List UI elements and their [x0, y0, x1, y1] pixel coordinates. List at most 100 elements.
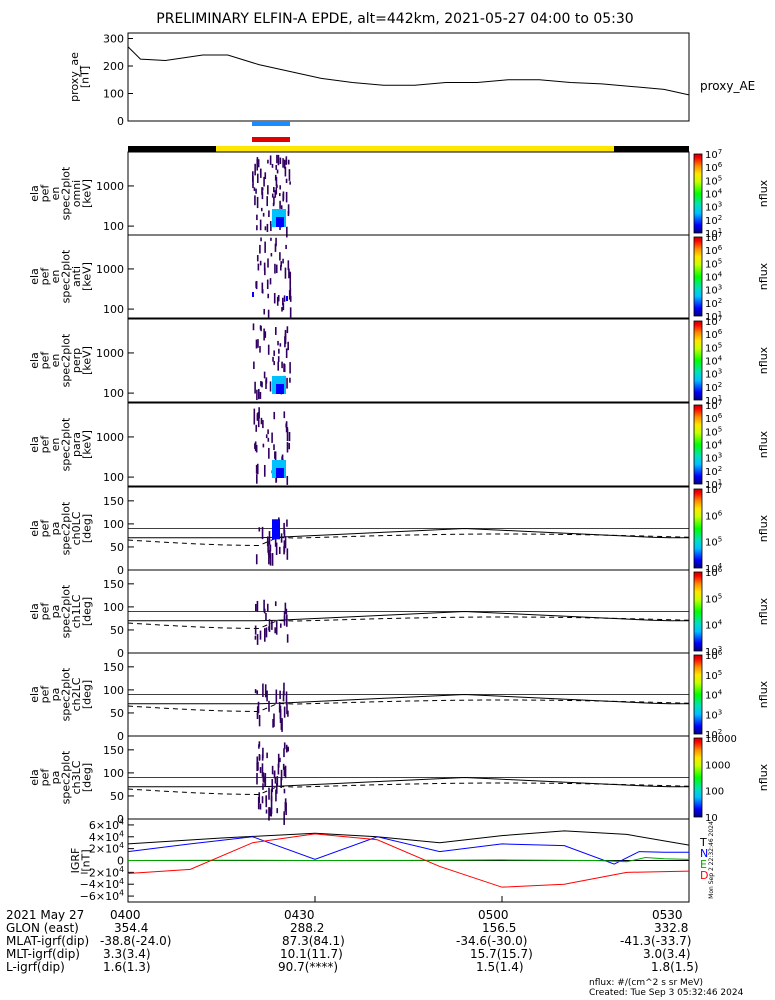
- y-tick-label: 50: [110, 790, 124, 803]
- y-tick-label: 100: [103, 303, 124, 316]
- pa-spectrogram-pixel: [285, 608, 288, 615]
- spectrogram-pixel: [274, 263, 276, 274]
- pa-spectrogram-pixel: [258, 714, 261, 727]
- pa_ch0-ylabel-line: pef: [38, 519, 51, 538]
- y-tick-label: 150: [103, 495, 124, 508]
- spectrogram-pixel: [283, 363, 285, 372]
- spec_omni-ylabel-line: ela: [28, 185, 41, 202]
- pa_ch3-ylabel-line: pa: [49, 771, 62, 785]
- spectrogram-pixel: [286, 427, 289, 431]
- spectrogram-pixel: [255, 464, 258, 474]
- pa-spectrogram-pixel: [264, 773, 267, 786]
- y-tick-label: 4×104: [89, 829, 124, 843]
- spectrogram-pixel: [270, 237, 272, 241]
- pa-spectrogram-pixel: [280, 777, 282, 788]
- spectrogram-pixel: [267, 293, 270, 299]
- spectrogram-pixel: [287, 260, 290, 271]
- pa-spectrogram-pixel: [283, 748, 285, 758]
- pa-spectrogram-pixel: [268, 531, 271, 545]
- colorbar-tick-label: 106: [705, 649, 723, 662]
- pa-spectrogram-pixel: [287, 746, 289, 752]
- pa_ch2-ylabel-line: spec2plot: [59, 667, 72, 721]
- spectrogram-pixel: [267, 429, 269, 435]
- colorbar-tick-label: 104: [705, 271, 723, 284]
- panel-pa_ch3: 050100150elapefpaspec2plotch3LC[deg]1010…: [28, 734, 770, 826]
- panel-frame: [127, 234, 690, 319]
- pa-spectrogram-pixel: [279, 623, 282, 628]
- spectrogram-pixel: [266, 196, 269, 207]
- pa-spectrogram-pixel: [284, 765, 287, 779]
- pa-spectrogram-pixel: [257, 701, 260, 714]
- pa-spectrogram-pixel: [269, 808, 272, 817]
- pa-spectrogram-pixel: [287, 710, 289, 717]
- pa_ch2-ylabel-line: [deg]: [80, 680, 93, 709]
- pa-spectrogram-pixel: [256, 772, 258, 785]
- pa-spectrogram-pixel: [262, 683, 264, 697]
- pa-spectrogram-pixel: [265, 809, 268, 814]
- spectrogram-pixel: [276, 169, 279, 174]
- spectrogram-pixel: [277, 356, 280, 362]
- panel-frame: [127, 151, 690, 236]
- spectrogram-pixel: [258, 407, 260, 419]
- spectrogram-pixel: [276, 154, 278, 164]
- spectrogram-pixel: [256, 173, 259, 184]
- igrf-legend-E: E: [700, 858, 707, 871]
- pa-spectrogram-pixel: [269, 544, 271, 559]
- spectrogram-pixel: [259, 219, 262, 231]
- pa-spectrogram-pixel: [263, 608, 266, 614]
- proxy-ae-line: [127, 46, 690, 96]
- pa-spectrogram-pixel: [277, 763, 280, 775]
- spectrogram-pixel: [254, 163, 256, 176]
- y-tick-label: 0: [117, 564, 124, 577]
- y-tick-label: 2×104: [89, 841, 124, 855]
- pa-spectrogram-pixel: [264, 684, 267, 698]
- spec_anti-ylabel-line: [keV]: [80, 262, 93, 291]
- spectrogram-pixel: [282, 158, 284, 168]
- pa-spectrogram-pixel: [261, 526, 264, 540]
- colorbar-pa_ch3: 10 100 1000 10000 nflux: [693, 734, 770, 824]
- spectrogram-pixel: [273, 444, 275, 451]
- spectrogram-pixel: [261, 191, 264, 200]
- spectrogram-pixel: [254, 381, 256, 394]
- spectrogram-pixel: [259, 244, 261, 254]
- spectrogram-pixel: [288, 290, 291, 300]
- pa-spectrogram-pixel: [279, 757, 281, 763]
- spectrogram-pixel: [288, 169, 291, 181]
- pa-spectrogram-pixel: [256, 706, 259, 715]
- spectrogram-pixel: [284, 333, 287, 345]
- pa-spectrogram-pixel: [286, 634, 289, 643]
- colorbar-tick-label: 103: [705, 201, 722, 214]
- y-tick-label: 100: [103, 767, 124, 780]
- spectrogram-pixel: [285, 244, 287, 250]
- spectrogram-pixel: [256, 463, 259, 475]
- pa-spectrogram-pixel: [275, 789, 277, 802]
- pa-spectrogram-pixel: [254, 689, 257, 694]
- spectrogram-pixel: [279, 157, 282, 165]
- spectrogram-pixel: [258, 388, 260, 400]
- pa-spectrogram-pixel: [283, 811, 285, 825]
- pa-spectrogram-pixel: [268, 807, 270, 821]
- pa-spectrogram-pixel: [270, 808, 273, 814]
- spectrogram-pixel: [280, 261, 283, 267]
- colorbar-tick-label: 102: [705, 214, 722, 227]
- science-zone-bar-blue: [252, 121, 290, 126]
- colorbar-tick-label: 104: [705, 355, 723, 368]
- pa-spectrogram-pixel: [254, 625, 257, 635]
- spectrogram-pixel: [270, 223, 272, 232]
- spectrogram-pixel: [276, 217, 284, 227]
- y-tick-label: 100: [103, 518, 124, 531]
- spectrogram-pixel: [256, 225, 258, 231]
- pa-spectrogram-pixel: [264, 628, 266, 642]
- spectrogram-pixel: [264, 331, 267, 338]
- pa-spectrogram-pixel: [278, 702, 281, 713]
- spectrogram-pixel: [279, 185, 281, 190]
- spectrogram-pixel: [253, 187, 256, 191]
- pa-spectrogram-pixel: [254, 635, 257, 640]
- pa-spectrogram-pixel: [275, 542, 278, 556]
- spec_perp-ylabel-line: perp: [70, 348, 83, 373]
- spectrogram-pixel: [259, 345, 261, 353]
- colorbar-tick-label: 100: [705, 787, 724, 798]
- pa-spectrogram-pixel: [270, 789, 273, 802]
- colorbar-tick-label: 103: [705, 368, 722, 381]
